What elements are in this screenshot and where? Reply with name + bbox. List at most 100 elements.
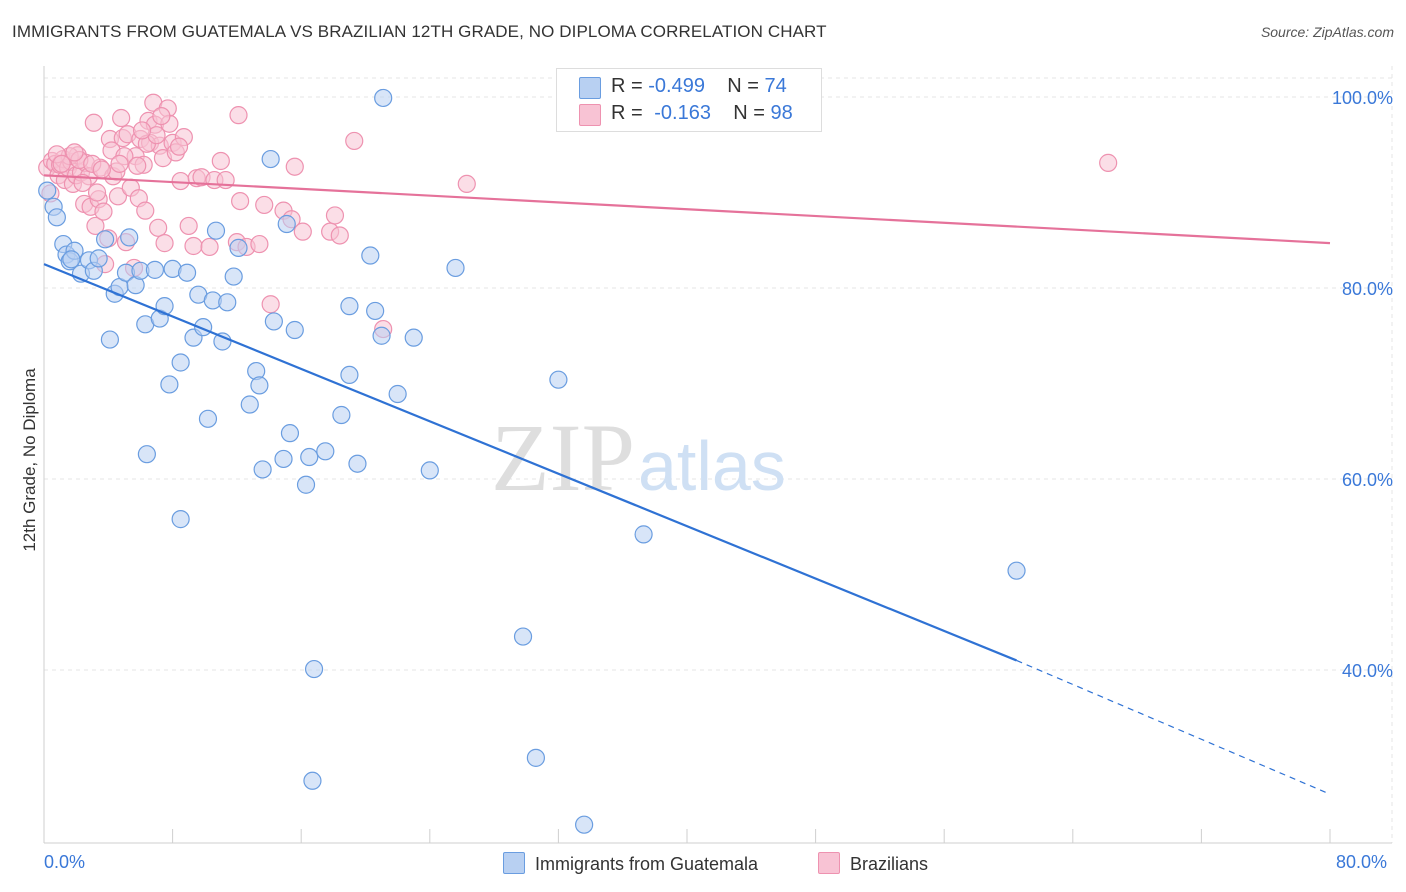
guatemala-point — [261, 149, 280, 169]
legend-r-label: R = — [611, 102, 643, 124]
guatemala-point — [253, 460, 272, 479]
brazilians-point — [94, 202, 113, 221]
y-tick-labels: 100.0% 80.0% 60.0% 40.0% — [1332, 88, 1393, 681]
guatemala-point — [420, 461, 439, 480]
y-tick-label: 100.0% — [1332, 88, 1393, 108]
guatemala-point — [304, 659, 324, 679]
guatemala-point — [446, 258, 465, 278]
brazilians-point — [149, 218, 168, 237]
guatemala-point — [285, 320, 304, 340]
guatemala-point — [240, 395, 259, 414]
brazilians-point — [84, 113, 103, 132]
bottom-legend-label-brazilians: Brazilians — [850, 854, 929, 874]
bottom-legend-label-guatemala: Immigrants from Guatemala — [535, 854, 759, 874]
guatemala-point — [47, 208, 66, 227]
chart-title: IMMIGRANTS FROM GUATEMALA VS BRAZILIAN 1… — [12, 22, 827, 41]
guatemala-point — [171, 510, 190, 529]
brazilians-point — [325, 206, 345, 225]
guatemala-point — [374, 88, 393, 108]
guatemala-point — [316, 442, 335, 461]
legend-n-label: N = — [727, 75, 759, 97]
guatemala-point — [372, 326, 391, 345]
brazilians-point — [169, 137, 189, 156]
brazilians-point — [65, 143, 84, 162]
legend-swatch-pink — [579, 104, 601, 126]
guatemala-point — [62, 250, 81, 269]
guatemala-trend-extension — [1016, 659, 1331, 795]
brazilians-point — [132, 121, 152, 140]
guatemala-point — [300, 447, 319, 467]
source-label: Source: ZipAtlas.com — [1260, 24, 1394, 40]
watermark: ZIP atlas — [491, 404, 786, 511]
brazilians-point — [155, 234, 174, 253]
legend-n-value: 98 — [770, 102, 793, 124]
brazilians-point — [457, 174, 476, 194]
brazilians-point — [92, 160, 111, 179]
brazilians-point — [293, 222, 312, 241]
bottom-legend-brazilians: Brazilians — [818, 852, 928, 875]
brazilians-point — [52, 154, 71, 173]
legend-n-value: 74 — [764, 75, 787, 97]
brazilians-point — [1099, 153, 1118, 172]
legend-n-label: N = — [733, 102, 765, 124]
guatemala-point — [224, 267, 243, 286]
guatemala-point — [296, 475, 316, 494]
x-tick-label-max: 80.0% — [1336, 852, 1388, 872]
bottom-legend-swatch-pink — [818, 852, 840, 874]
guatemala-point — [366, 301, 385, 321]
legend-r-value: -0.163 — [654, 102, 711, 124]
brazilians-point — [184, 236, 203, 256]
guatemala-point — [513, 627, 533, 646]
guatemala-point — [229, 238, 248, 257]
guatemala-point — [388, 384, 407, 404]
watermark-zip: ZIP — [491, 404, 635, 511]
brazilians-points — [38, 93, 1118, 339]
guatemala-point — [137, 445, 156, 464]
guatemala-point — [361, 246, 380, 265]
brazilians-point — [285, 157, 304, 176]
watermark-atlas: atlas — [638, 427, 786, 505]
trend-lines — [43, 174, 1331, 795]
guatemala-point — [340, 297, 359, 316]
x-tick-label-min: 0.0% — [44, 852, 86, 872]
brazilians-point — [110, 154, 129, 173]
correlation-legend: R = -0.499 N = 74 R = -0.163 N = 98 — [556, 68, 822, 132]
brazilians-point — [345, 131, 364, 151]
guatemala-point — [303, 771, 322, 790]
brazilians-point — [231, 191, 250, 211]
legend-r-value: -0.499 — [648, 75, 705, 97]
guatemala-point — [171, 353, 190, 372]
brazilians-point — [229, 106, 248, 125]
guatemala-point — [332, 405, 351, 425]
brazilians-point — [152, 106, 171, 126]
guatemala-point — [340, 365, 359, 385]
guatemala-point — [348, 454, 367, 473]
brazilians-point — [255, 195, 274, 215]
guatemala-point — [274, 449, 293, 469]
brazilians-point — [330, 226, 349, 245]
guatemala-point — [160, 375, 179, 394]
brazilians-point — [250, 234, 269, 254]
guatemala-point — [145, 260, 165, 279]
guatemala-point — [218, 293, 237, 312]
brazilians-point — [86, 216, 105, 236]
brazilians-point — [87, 183, 107, 202]
guatemala-point — [89, 249, 108, 268]
guatemala-point — [100, 330, 120, 349]
guatemala-point — [177, 263, 197, 282]
guatemala-point — [575, 815, 594, 834]
brazilians-point — [200, 237, 219, 257]
guatemala-point — [38, 181, 57, 200]
legend-swatch-blue — [579, 77, 601, 99]
guatemala-point — [198, 409, 218, 428]
brazilians-point — [112, 108, 131, 128]
guatemala-point — [404, 328, 423, 347]
guatemala-point — [95, 230, 115, 249]
y-tick-label: 40.0% — [1342, 661, 1393, 681]
guatemala-point — [206, 221, 226, 240]
brazilians-point — [171, 171, 190, 191]
bottom-legend-swatch-blue — [503, 852, 525, 874]
guatemala-point — [526, 748, 545, 767]
guatemala-point — [1007, 561, 1026, 580]
